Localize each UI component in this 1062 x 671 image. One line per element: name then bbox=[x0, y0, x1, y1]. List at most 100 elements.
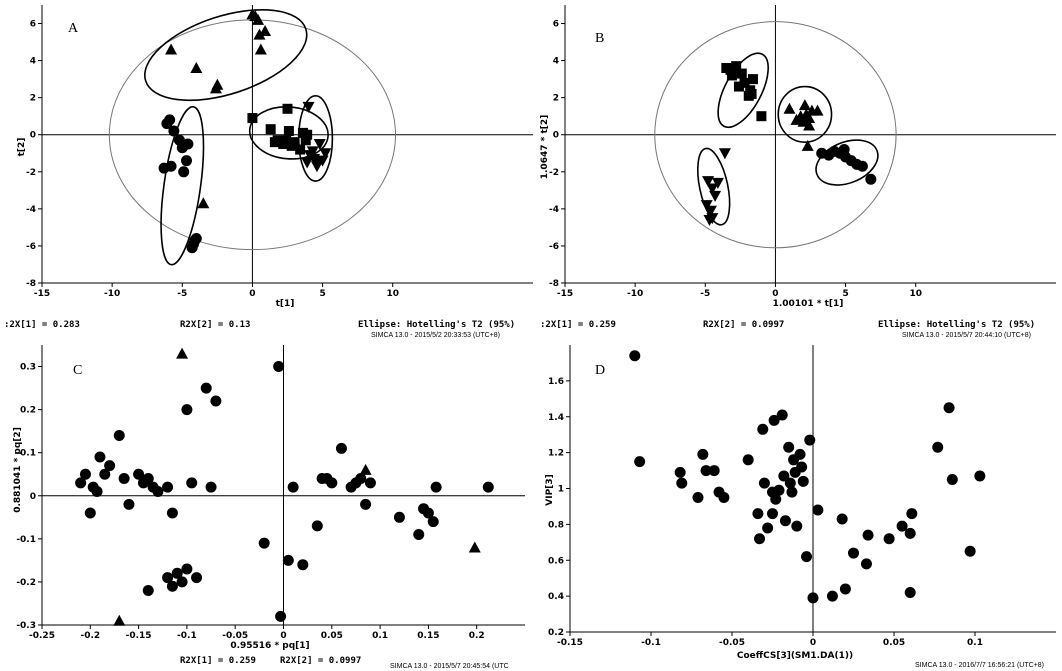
panel-c-point-circle bbox=[142, 585, 154, 597]
panel-b-point-triangle-down bbox=[709, 190, 722, 202]
panel-b-point-triangle bbox=[801, 139, 814, 151]
panel-b-point-square bbox=[733, 81, 744, 92]
panel-d-point-circle bbox=[779, 515, 791, 527]
panel-c-point-circle bbox=[79, 468, 91, 480]
panel-a-group-ellipse bbox=[160, 105, 205, 266]
panel-d-point-circle bbox=[742, 454, 754, 466]
panel-c-point-circle bbox=[326, 477, 338, 489]
panel-a-point-square bbox=[282, 103, 293, 114]
panel-a-footer-ellipse: Ellipse: Hotelling's T2 (95%) bbox=[358, 319, 515, 330]
panel-a-point-triangle bbox=[254, 43, 267, 55]
panel-a-point-triangle bbox=[259, 24, 272, 36]
panel-a-point-triangle-down bbox=[302, 101, 315, 113]
panel-c-point-circle bbox=[258, 537, 270, 549]
panel-b-xtick-label: 0 bbox=[772, 289, 778, 299]
panel-c-point-circle bbox=[166, 507, 178, 519]
panel-a-point-triangle-down bbox=[310, 161, 323, 173]
panel-c-point-circle bbox=[84, 507, 96, 519]
panel-a-group-ellipse bbox=[144, 8, 308, 102]
panel-c-point-circle bbox=[162, 572, 174, 584]
panel-d-ytick-label: 0.6 bbox=[548, 556, 564, 566]
panel-b-point-triangle-down bbox=[704, 205, 717, 217]
panel-b-point-square bbox=[736, 68, 747, 79]
panel-d-point-circle bbox=[797, 475, 809, 487]
panel-b-footer-r2x2: R2X[2] = 0.0997 bbox=[703, 320, 784, 330]
panel-d-xtick-label: 0.1 bbox=[967, 638, 983, 648]
panel-a-point-circle bbox=[165, 160, 177, 172]
panel-a-point-triangle-down bbox=[306, 146, 319, 158]
panel-c-xtick-label: -0.2 bbox=[80, 631, 100, 641]
panel-a-ytick-label: 2 bbox=[30, 94, 36, 104]
panel-b-ytick-label: 2 bbox=[553, 94, 559, 104]
panel-c-point-circle bbox=[104, 460, 116, 472]
panel-c-point-circle bbox=[152, 485, 164, 497]
panel-a-ytick-label: -4 bbox=[26, 205, 36, 215]
panel-a-ylabel: t[2] bbox=[17, 138, 27, 157]
panel-d-point-circle bbox=[836, 513, 848, 525]
panel-a-ytick-label: -6 bbox=[26, 242, 36, 252]
panel-d-point-circle bbox=[807, 592, 819, 604]
panel-a-point-circle bbox=[180, 155, 192, 167]
panel-a: A -15 -10 -5 0 5 10 -8 -6 -4 -2 0 2 4 6 t[1] t[2] :2X… bbox=[4, 5, 533, 339]
panel-b-plot: -15 -10 -5 0 5 10 -8 -6 -4 -2 0 2 4 6 bbox=[549, 5, 1056, 299]
panel-b-xtick-label: -10 bbox=[627, 289, 643, 299]
panel-c-point-circle bbox=[282, 554, 294, 566]
panel-d-point-circle bbox=[904, 527, 916, 539]
panel-d-point-circle bbox=[791, 520, 803, 532]
panel-b-point-square bbox=[746, 88, 757, 99]
panel-b-group-ellipse bbox=[777, 85, 833, 143]
panel-b-point-triangle bbox=[803, 119, 816, 131]
panel-a-point-circle bbox=[178, 166, 190, 178]
panel-c-xtick-label: 0 bbox=[280, 631, 286, 641]
panel-d-ytick-label: 1.4 bbox=[548, 413, 564, 423]
panel-d-point-circle bbox=[812, 504, 824, 516]
panel-a-xtick-label: 10 bbox=[386, 289, 399, 299]
panel-c-point-triangle bbox=[113, 614, 126, 626]
panel-d-point-circle bbox=[692, 491, 704, 503]
panel-d-point-circle bbox=[784, 477, 796, 489]
panel-d-point-circle bbox=[762, 522, 774, 534]
panel-b-footer-ellipse: Ellipse: Hotelling's T2 (95%) bbox=[878, 319, 1035, 330]
panel-d-point-circle bbox=[904, 587, 916, 599]
panel-d-point-circle bbox=[776, 409, 788, 421]
panel-d-point-circle bbox=[804, 434, 816, 446]
panel-b-point-triangle bbox=[798, 99, 811, 111]
panel-c-ytick-label: -0.1 bbox=[16, 535, 36, 545]
panel-c-point-circle bbox=[413, 529, 425, 541]
panel-b-xtick-label: 5 bbox=[842, 289, 848, 299]
panel-c-point-circle bbox=[393, 511, 405, 523]
panel-d-point-circle bbox=[770, 493, 782, 505]
panel-d-ytick-label: 1 bbox=[558, 485, 564, 495]
panel-c-point-circle bbox=[186, 477, 198, 489]
panel-a-plot: -15 -10 -5 0 5 10 -8 -6 -4 -2 0 2 4 6 bbox=[26, 5, 533, 299]
panel-a-point-triangle bbox=[211, 78, 224, 90]
panel-c-letter: C bbox=[73, 363, 82, 378]
panel-c-ylabel: 0.881041 * pq[2] bbox=[13, 427, 23, 513]
panel-d-point-circle bbox=[801, 551, 813, 563]
panel-b-point-circle bbox=[838, 144, 850, 156]
panel-d-xtick-label: 0 bbox=[810, 638, 816, 648]
panel-d-point-circle bbox=[634, 456, 646, 468]
panel-b-point-triangle-down bbox=[702, 176, 715, 188]
panel-b-letter: B bbox=[595, 31, 604, 46]
panel-d-point-circle bbox=[757, 423, 769, 435]
panel-d-point-circle bbox=[697, 448, 709, 460]
panel-b-ytick-label: 4 bbox=[553, 57, 559, 67]
panel-b-point-square bbox=[756, 111, 767, 122]
panel-b-ylabel: 1.0647 * t[2] bbox=[540, 115, 550, 180]
panel-a-point-triangle-down bbox=[313, 139, 326, 150]
panel-b: B -15 -10 -5 0 5 10 -8 -6 -4 -2 0 2 4 6 1.00101 * t[1… bbox=[540, 5, 1056, 339]
panel-d-point-circle bbox=[796, 461, 808, 473]
panel-a-point-square bbox=[300, 135, 311, 146]
panel-a-footer-r2x2: R2X[2] = 0.13 bbox=[180, 320, 250, 330]
panel-c-point-circle bbox=[142, 473, 154, 485]
panel-b-ytick-label: -2 bbox=[549, 168, 559, 178]
panel-b-ytick-label: 6 bbox=[553, 20, 559, 30]
panel-c-point-circle bbox=[297, 559, 309, 571]
panel-b-xtick-label: -15 bbox=[557, 289, 573, 299]
panel-b-group-ellipse bbox=[696, 147, 731, 226]
panel-c-point-circle bbox=[311, 520, 323, 532]
panel-c-point-circle bbox=[205, 481, 217, 493]
panel-c-ytick-label: -0.2 bbox=[16, 578, 36, 588]
